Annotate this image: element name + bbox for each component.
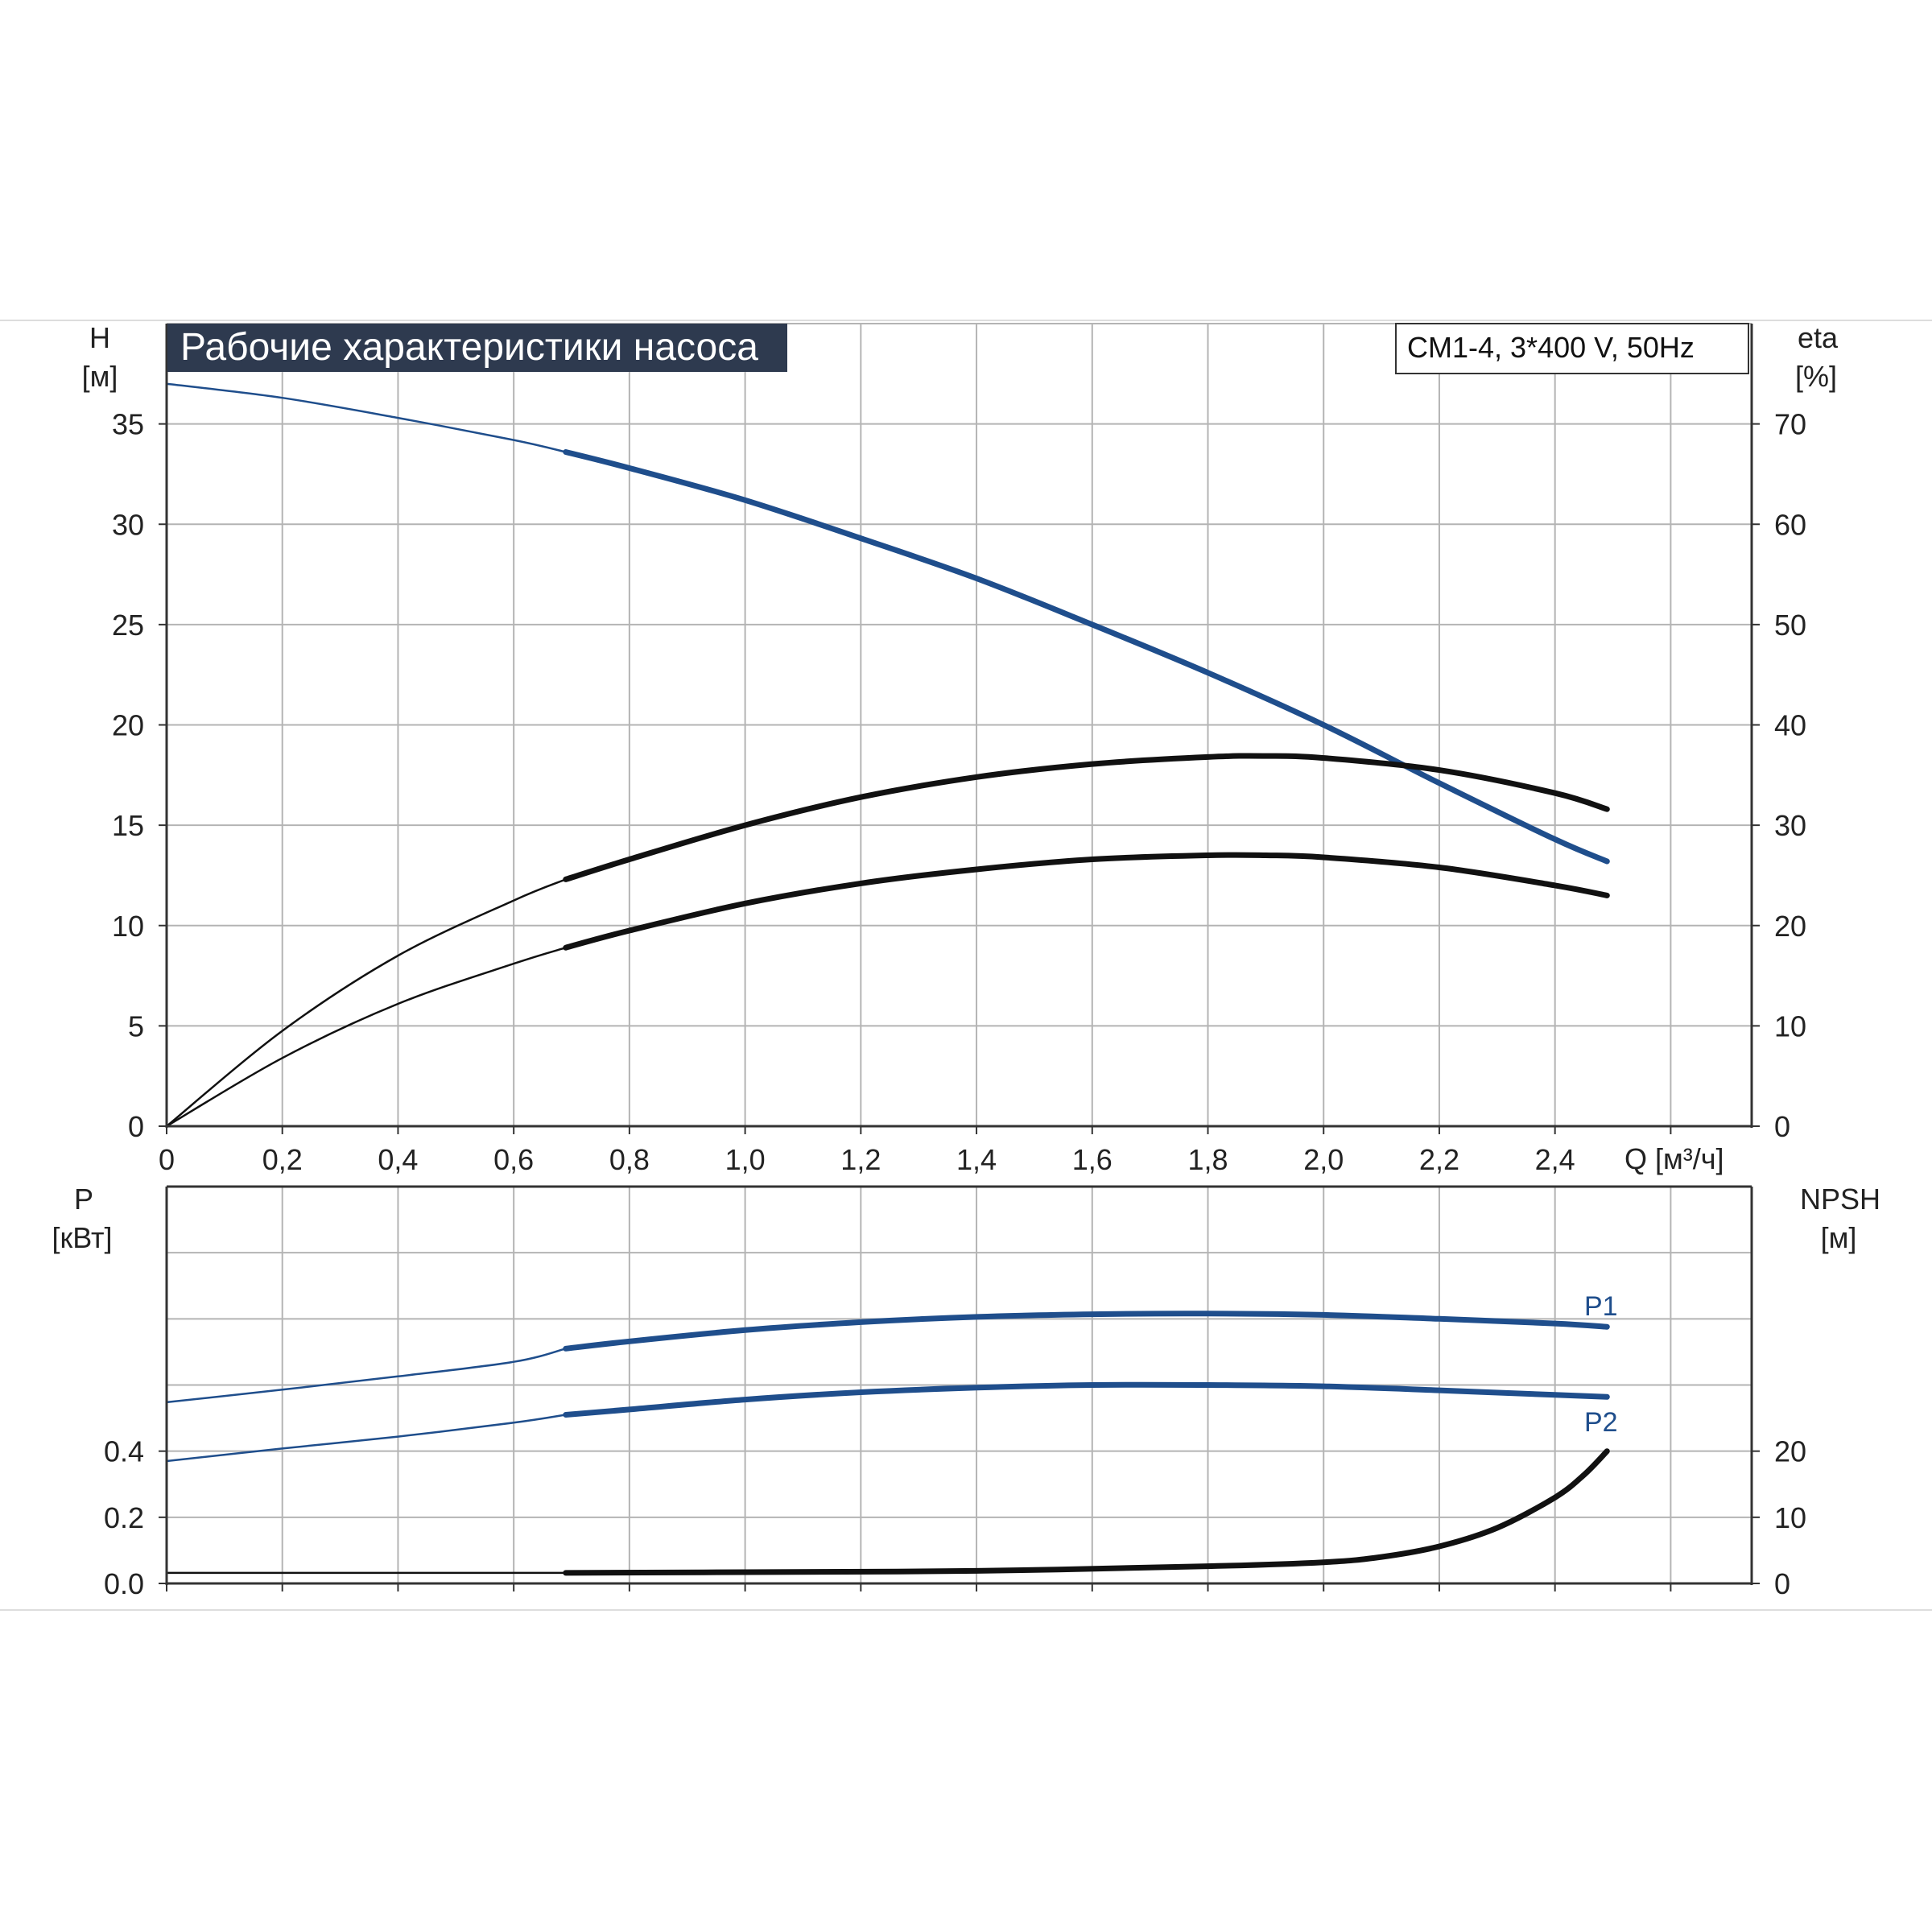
top-right-y-tick-label: 30 [1774,809,1806,842]
bottom-series-2-curve-operating [563,1448,1610,1576]
top-x-tick-label: 1,4 [956,1143,997,1176]
top-right-y-tick-label: 20 [1774,910,1806,943]
top-series-2-curve-operating [563,852,1610,951]
bottom-right-y-tick-label: 10 [1774,1501,1806,1534]
top-x-tick-label: 1,0 [725,1143,766,1176]
top-right-y-tick-label: 40 [1774,709,1806,742]
top-x-tick-label: 1,2 [840,1143,881,1176]
top-left-y-tick-label: 0 [128,1110,144,1143]
npsh-axis-unit: [м] [1821,1221,1857,1254]
top-left-y-tick-label: 35 [112,408,144,441]
top-x-tick-label: 0,2 [262,1143,303,1176]
p-axis-title: P [74,1183,93,1216]
p-axis-unit: [кВт] [52,1221,112,1254]
bottom-chart-grid [167,1186,1752,1583]
bottom-left-y-tick-label: 0.0 [104,1567,144,1600]
top-right-y-tick-label: 60 [1774,508,1806,541]
top-right-y-tick-label: 70 [1774,408,1806,441]
top-series-0-curve-operating [563,449,1610,865]
npsh-axis-title: NPSH [1800,1183,1880,1216]
p2-series-label: P2 [1584,1407,1618,1438]
series-labels: P1 P2 [1584,1291,1618,1438]
top-left-y-tick-label: 5 [128,1009,144,1042]
top-chart-curves [165,382,1610,1128]
h-axis-unit: [м] [82,360,118,393]
top-chart-axes: 0 0,2 0,4 0,6 0,8 1,0 1,2 1,4 1,6 1,8 2,0 2,2 2,4 0 5 1… [112,324,1806,1176]
top-left-y-tick-label: 30 [112,508,144,541]
top-chart-grid [167,323,1752,1126]
top-x-tick-label: 0,6 [493,1143,534,1176]
top-left-y-tick-label: 15 [112,809,144,842]
top-left-y-tick-label: 25 [112,609,144,642]
bottom-right-y-tick-label: 0 [1774,1567,1790,1600]
bottom-chart-axes: 0.0 0.2 0.4 0 10 20 [104,1185,1806,1600]
top-series-0-curve-extended [165,382,568,453]
eta-axis-title: eta [1798,321,1839,354]
p1-curve-extended [165,1348,568,1404]
h-axis-title: H [89,321,110,354]
title-box: Рабочие характеристики насоса [167,324,787,372]
top-right-y-tick-label: 0 [1774,1110,1790,1143]
top-x-tick-label: 1,6 [1072,1143,1113,1176]
bottom-chart-curves [165,1311,1610,1576]
top-series-2-curve-extended [165,946,568,1128]
top-x-tick-label: 0 [159,1143,175,1176]
top-right-y-tick-label: 50 [1774,609,1806,642]
chart-title: Рабочие характеристики насоса [180,326,758,369]
eta-axis-unit: [%] [1795,360,1837,393]
p2-curve-extended [165,1414,568,1463]
top-axis-titles: H [м] eta [%] Q [м³/ч] [82,321,1839,1175]
bottom-left-y-tick-label: 0.2 [104,1501,144,1534]
top-x-tick-label: 1,8 [1187,1143,1228,1176]
top-x-tick-label: 2,0 [1303,1143,1344,1176]
model-box: CM1-4, 3*400 V, 50Hz [1395,323,1749,374]
top-series-1-curve-operating [563,753,1610,882]
bottom-left-y-tick-label: 0.4 [104,1435,144,1468]
model-label: CM1-4, 3*400 V, 50Hz [1407,331,1695,364]
title-background [167,324,787,372]
top-x-tick-label: 2,4 [1535,1143,1575,1176]
top-left-y-tick-label: 10 [112,910,144,943]
frame-lines [0,320,1932,1611]
top-x-tick-label: 0,4 [378,1143,418,1176]
q-axis-title: Q [м³/ч] [1624,1142,1724,1175]
top-series-1-curve-extended [165,878,568,1128]
bottom-right-y-tick-label: 20 [1774,1435,1806,1468]
top-right-y-tick-label: 10 [1774,1009,1806,1042]
model-box-border [1395,323,1749,374]
top-left-y-tick-label: 20 [112,709,144,742]
p1-series-label: P1 [1584,1291,1618,1322]
p1-curve-operating [563,1311,1610,1352]
bottom-axis-titles: P [кВт] NPSH [м] [52,1183,1880,1254]
top-x-tick-label: 2,2 [1419,1143,1459,1176]
top-x-tick-label: 0,8 [609,1143,650,1176]
p2-curve-operating [563,1381,1610,1418]
